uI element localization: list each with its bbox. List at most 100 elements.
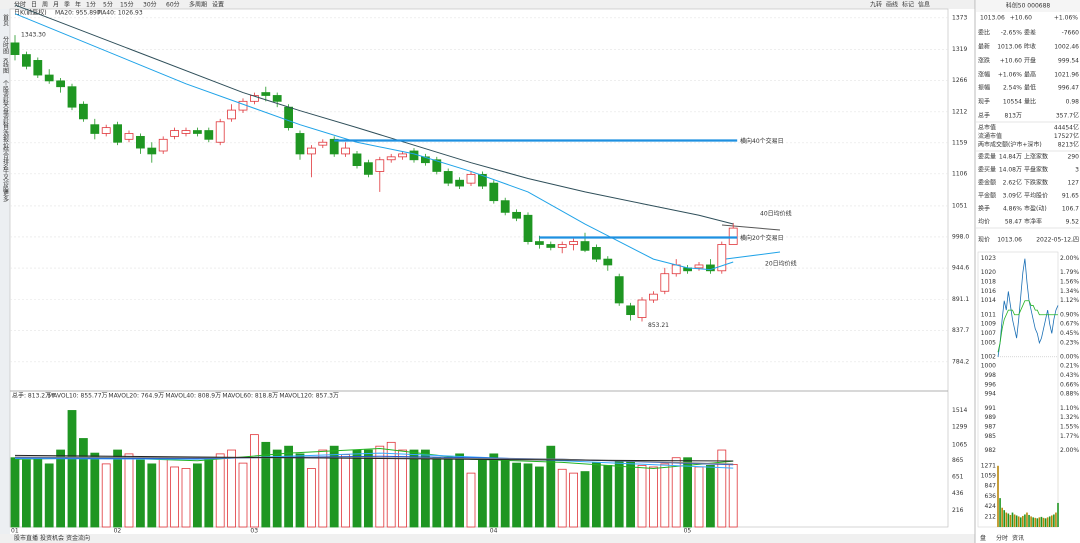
quote-cell: 最高 — [1024, 71, 1036, 79]
candle-body — [398, 153, 408, 158]
candle-body — [170, 130, 180, 137]
volume-bar — [170, 466, 180, 528]
candle-body — [671, 264, 681, 275]
quote-pct: +1.06% — [1054, 15, 1078, 22]
intraday-pct: 2.00% — [1060, 447, 1079, 454]
volume-bar — [113, 449, 122, 528]
candle-body — [466, 173, 476, 184]
volume-bar — [592, 461, 601, 528]
candle-body — [352, 153, 362, 167]
period-tab[interactable]: 5分 — [103, 0, 113, 8]
volume-bar — [637, 465, 647, 528]
quote-cell: 总手 — [978, 112, 990, 120]
intraday-tick: 1016 — [981, 288, 996, 295]
sidebar-tab[interactable]: 分时图 — [2, 35, 9, 55]
period-tab[interactable]: 季 — [64, 0, 70, 8]
intraday-tick: 996 — [985, 381, 997, 388]
candle-body — [592, 247, 601, 260]
y-tick-label: 891.1 — [952, 296, 969, 303]
sidebar-tab[interactable]: 个股资料 — [2, 80, 9, 105]
quote-cell: 委卖量 — [978, 153, 996, 161]
period-tab[interactable]: 周 — [42, 1, 48, 8]
intraday-vol-bar — [1034, 517, 1037, 527]
panel-tab[interactable]: 分时 — [996, 534, 1008, 542]
quote-cell: 市盈(动) — [1024, 205, 1047, 213]
bottom-tab[interactable]: 投资机会 — [40, 534, 64, 542]
sidebar-tab[interactable]: 牛叉诊股 — [2, 167, 9, 193]
intraday-vol-bar — [1057, 502, 1059, 527]
volume-bar — [535, 466, 544, 528]
intraday-vol-tick: 1271 — [981, 462, 996, 469]
tool-button[interactable]: 标记 — [902, 0, 914, 8]
period-tab[interactable]: 日 — [31, 1, 37, 8]
quote-cell: 8213亿 — [1058, 141, 1079, 149]
x-tick-label: 03 — [250, 528, 258, 535]
sidebar-tab[interactable]: 更多 — [2, 190, 9, 203]
quote-cell: 14.08万 — [999, 167, 1022, 174]
chart-title: 日K(前复权) — [14, 9, 47, 17]
candle-body — [660, 273, 670, 292]
sidebar-tab[interactable]: 综合排名 — [2, 145, 9, 171]
quote-cell: -2.65% — [1001, 30, 1023, 37]
quote-cell: 现价 — [978, 237, 990, 244]
quote-cell: 10554 — [1003, 99, 1022, 106]
period-tab[interactable]: 月 — [53, 1, 59, 8]
volume-bar — [227, 449, 237, 528]
volume-bar — [603, 465, 613, 528]
intraday-vol-bar — [1046, 517, 1049, 527]
period-tab[interactable]: 设置 — [212, 0, 224, 8]
panel-tab[interactable]: 资讯 — [1012, 534, 1024, 542]
quote-cell: 106.7 — [1062, 206, 1079, 213]
sidebar-tab[interactable]: 大盘资料 — [2, 101, 9, 127]
intraday-tick: 1023 — [981, 255, 996, 262]
intraday-pct: 1.55% — [1060, 423, 1079, 430]
period-tab[interactable]: 年 — [75, 0, 81, 8]
tool-button[interactable]: 画线 — [886, 0, 898, 8]
volume-bar — [261, 441, 271, 528]
quote-cell: 平金额 — [978, 192, 996, 200]
y-tick-label: 1319 — [952, 46, 967, 53]
quote-cell: 1021.96 — [1054, 72, 1079, 79]
period-tab[interactable]: 30分 — [143, 0, 157, 8]
sidebar-tab[interactable]: K线图 — [2, 58, 9, 75]
x-tick-label: 01 — [11, 528, 19, 535]
period-tab[interactable]: 多周期 — [189, 0, 207, 8]
quote-cell: 1002.46 — [1054, 44, 1079, 51]
intraday-vol-bar — [1001, 507, 1003, 527]
quote-cell: 1013.06 — [997, 44, 1022, 51]
legend-entry: MA40: 1026.93 — [97, 10, 143, 17]
candle-body — [79, 103, 88, 120]
period-tab[interactable]: 分时 — [14, 0, 26, 8]
period-tab[interactable]: 1分 — [86, 0, 96, 8]
volume-bar — [443, 457, 453, 528]
period-tab[interactable]: 60分 — [166, 0, 180, 8]
bottom-tab[interactable]: 资金流向 — [66, 534, 90, 542]
volume-bar — [420, 449, 430, 528]
sidebar-tab[interactable]: 自选报价 — [2, 123, 9, 148]
bottom-tab[interactable]: 股市直播 — [14, 534, 38, 542]
intraday-pct: 0.67% — [1060, 321, 1079, 328]
intraday-vol-bar — [1003, 510, 1006, 527]
intraday-pct: 0.88% — [1060, 391, 1079, 398]
volume-bar — [56, 449, 65, 528]
candle-body — [227, 109, 237, 120]
legend-entry: MAVOL20: 764.9万 — [108, 393, 164, 400]
intraday-vol-bar — [1055, 512, 1057, 527]
intraday-pct: 2.00% — [1060, 255, 1079, 262]
sidebar-tab[interactable]: 首页 — [2, 13, 9, 27]
intraday-vol-bar — [1005, 512, 1008, 527]
tool-button[interactable]: 信息 — [918, 0, 930, 8]
panel-tab[interactable]: 盘 — [980, 534, 986, 542]
quote-cell: 44454亿 — [1054, 124, 1079, 132]
volume-bar — [363, 449, 373, 528]
intraday-pct: 1.79% — [1060, 269, 1079, 276]
quote-cell: 357.7亿 — [1056, 112, 1079, 120]
extreme-label: 1343.30 — [21, 32, 46, 39]
tool-button[interactable]: 九转 — [870, 0, 882, 8]
volume-bar — [728, 464, 738, 528]
candle-body — [717, 244, 727, 272]
volume-bar — [318, 449, 328, 528]
period-tab[interactable]: 15分 — [120, 0, 134, 8]
